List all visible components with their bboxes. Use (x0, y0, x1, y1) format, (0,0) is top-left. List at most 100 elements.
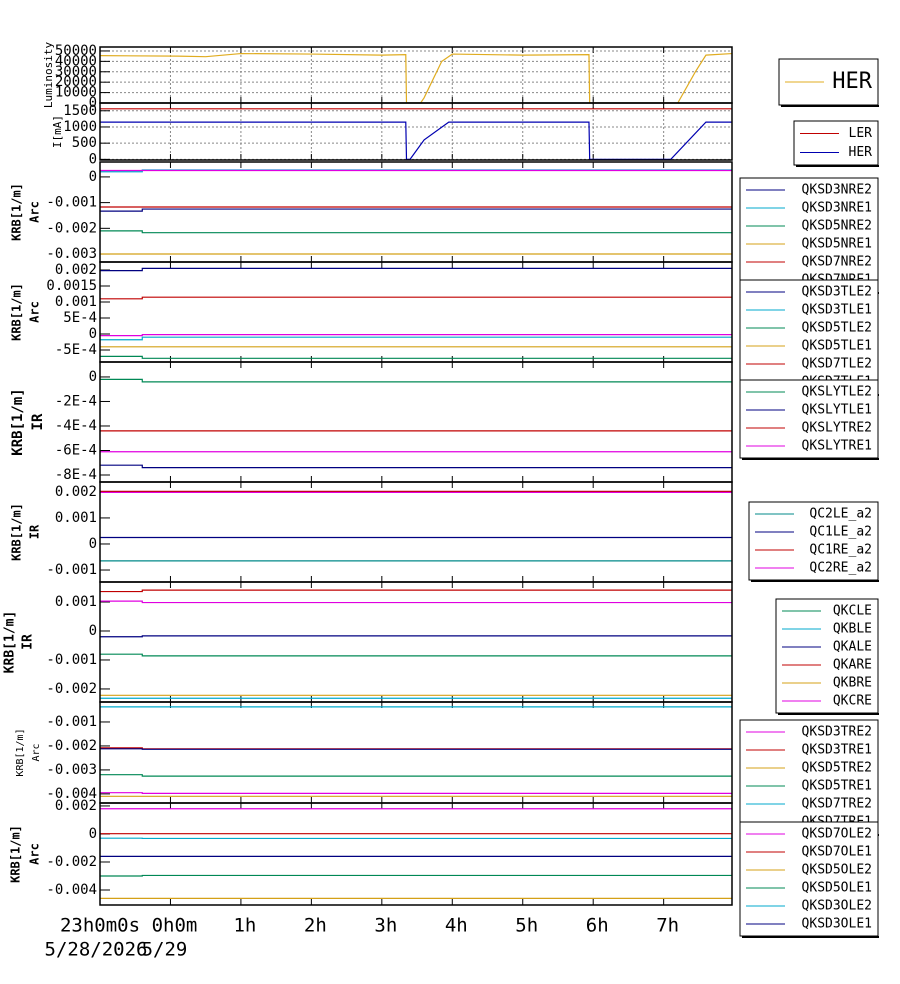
legend-label: QKSD3NRE1 (802, 201, 872, 216)
legend-box (775, 598, 879, 714)
y-tick-label: 0 (89, 95, 97, 111)
y-tick-label: 50000 (55, 43, 97, 59)
x-tick-label: 2h (304, 915, 327, 937)
series-line (100, 635, 732, 638)
y-axis-label: KRB[1/m] (10, 283, 24, 341)
y-tick-label: -6E-4 (55, 442, 97, 458)
y-tick-label: -0.001 (46, 562, 97, 578)
plot-area (100, 378, 732, 469)
y-tick-label: 1500 (63, 103, 97, 119)
x-tick-label: 6h (586, 915, 609, 937)
y-tick-label: 0.0015 (46, 278, 97, 294)
y-tick-label: 20000 (55, 74, 97, 90)
series-line (100, 52, 732, 103)
y-axis-label: IR (21, 634, 36, 650)
x-tick-label: 7h (656, 915, 679, 937)
legend-label: QC2LE_a2 (809, 507, 872, 522)
y-tick-label: 10000 (55, 85, 97, 101)
legend-label: QC1LE_a2 (809, 525, 872, 540)
plot-area (100, 108, 732, 160)
legend-label: QKSD3TRE1 (802, 743, 872, 758)
y-tick-label: -0.003 (46, 246, 97, 262)
y-tick-label: 30000 (55, 64, 97, 80)
y-tick-label: -0.002 (46, 854, 97, 870)
y-tick-label: -5E-4 (55, 342, 97, 358)
legend-label: QKSD5OLE2 (802, 863, 872, 878)
legend-label: QKSD3TLE1 (802, 303, 872, 318)
legend-label: QKSLYTRE2 (802, 421, 872, 436)
y-tick-label: 500 (72, 135, 97, 151)
y-tick-label: 0.002 (55, 262, 97, 278)
y-tick-label: 0 (89, 536, 97, 552)
legend-box (793, 120, 879, 166)
legend-box (739, 177, 879, 293)
legend-label: QKSD5TRE2 (802, 761, 872, 776)
legend-box (739, 279, 879, 395)
y-axis-label: Luminosity (42, 42, 55, 109)
legend-label: QC2RE_a2 (809, 561, 872, 576)
series-line (100, 653, 732, 657)
y-tick-label: 0.002 (55, 798, 97, 814)
y-tick-label: 1000 (63, 119, 97, 135)
y-tick-label: -2E-4 (55, 393, 97, 409)
axes-frame (99, 46, 733, 104)
legend-label: QKSD7TRE2 (802, 797, 872, 812)
legend-box (748, 501, 879, 581)
series-line (100, 600, 732, 604)
series-line (100, 464, 732, 469)
y-axis-label: IR (28, 524, 42, 539)
date-label: 5/29 (142, 939, 188, 961)
legend-label: HER (832, 69, 872, 94)
series-line (100, 792, 732, 795)
legend-box (739, 719, 879, 835)
y-tick-label: 0.001 (55, 294, 97, 310)
series-line (100, 230, 732, 234)
legend-label: QKSD3OLE1 (802, 917, 872, 932)
x-tick-label: 3h (374, 915, 397, 937)
series-line (100, 747, 732, 750)
legend-label: QKSD3NRE2 (802, 183, 872, 198)
y-tick-label: 0.001 (55, 594, 97, 610)
axes-frame (99, 802, 733, 906)
date-label: 5/28/2026 (45, 939, 148, 961)
series-line (100, 589, 732, 593)
axes-frame (99, 481, 733, 583)
legend-label: QKCLE (833, 604, 872, 619)
y-tick-label: -0.003 (46, 762, 97, 778)
y-tick-label: 5E-4 (63, 310, 97, 326)
y-tick-label: -8E-4 (55, 467, 97, 483)
plot-area (100, 267, 732, 359)
legend-label: QKCRE (833, 694, 872, 709)
axes-frame (99, 102, 733, 161)
y-tick-label: 0.001 (55, 510, 97, 526)
y-tick-label: 0 (89, 169, 97, 185)
y-axis-label: KRB[1/m] (10, 183, 24, 241)
y-axis-label: Arc (31, 743, 42, 761)
series-line (100, 355, 732, 359)
legend-label: QKSD7TLE2 (802, 357, 872, 372)
series-line (100, 874, 732, 877)
legend-label: LER (849, 126, 873, 141)
legend-label: QKSD7OLE2 (802, 827, 872, 842)
axes-frame (99, 161, 733, 263)
plot-area (100, 490, 732, 562)
legend-label: QKSD3OLE2 (802, 899, 872, 914)
legend-label: QKSLYTLE1 (802, 403, 872, 418)
legend-label: QKSD7NRE2 (802, 255, 872, 270)
y-axis-label: KRB[1/m] (15, 728, 26, 776)
legend-label: QKARE (833, 658, 872, 673)
legend-label: QKSD5OLE1 (802, 881, 872, 896)
y-axis-label: KRB[1/m] (10, 503, 24, 561)
y-tick-label: -0.002 (46, 681, 97, 697)
legend-label: QKBLE (833, 622, 872, 637)
y-tick-label: -0.002 (46, 220, 97, 236)
y-tick-label: 0.002 (55, 484, 97, 500)
y-axis-label: KRB[1/m] (10, 388, 26, 455)
legend-label: QKSD7OLE1 (802, 845, 872, 860)
y-tick-label: -0.004 (46, 786, 97, 802)
plot-area (100, 589, 732, 699)
x-tick-label: 5h (515, 915, 538, 937)
legend-label: QKSD5NRE1 (802, 237, 872, 252)
y-tick-label: 0 (89, 826, 97, 842)
